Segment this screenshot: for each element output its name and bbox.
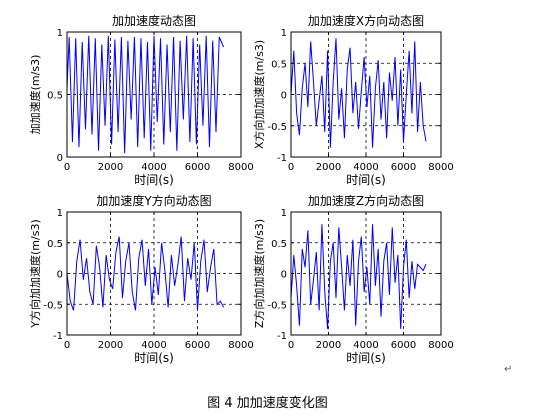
y-tick-label: 0 <box>281 270 287 281</box>
x-tick-label: 2000 <box>98 162 123 173</box>
x-tick-label: 8000 <box>228 340 253 351</box>
x-tick-label: 4000 <box>353 162 378 173</box>
figure-caption: 图 4 加加速度变化图 <box>207 396 328 411</box>
chart-panel-3: 0 2000 4000 6000 8000 -1 -0.5 0 0.5 1 加加速度Y方向动态图时间… <box>28 193 254 365</box>
x-tick-label: 6000 <box>185 162 210 173</box>
x-tick-label: 2000 <box>98 340 123 351</box>
y-tick-label: 1 <box>281 208 287 219</box>
x-tick-label: 8000 <box>428 340 453 351</box>
x-axis-label: 时间(s) <box>346 351 386 365</box>
series-line <box>66 35 225 154</box>
y-tick-label: -1 <box>277 331 287 342</box>
x-axis-label: 时间(s) <box>134 351 174 365</box>
y-axis-label: X方向加加速度(m/s3) <box>252 40 266 149</box>
series-line <box>290 224 427 329</box>
y-tick-label: -1 <box>53 331 63 342</box>
chart-title: 加加速度Z方向动态图 <box>308 193 424 208</box>
x-tick-label: 2000 <box>316 340 341 351</box>
y-tick-label: 1 <box>281 28 287 39</box>
chart-title: 加加速度Y方向动态图 <box>96 193 211 208</box>
x-tick-label: 4000 <box>141 340 166 351</box>
x-tick-label: 6000 <box>391 340 416 351</box>
y-tick-label: 0 <box>57 270 63 281</box>
chart-title: 加加速度X方向动态图 <box>308 13 424 28</box>
chart-title: 加加速度动态图 <box>112 13 196 28</box>
y-axis-label: Z方向加加速度(m/s3) <box>252 219 266 328</box>
return-mark: ↵ <box>504 364 513 375</box>
x-axis-label: 时间(s) <box>134 173 174 187</box>
x-tick-label: 8000 <box>428 162 453 173</box>
x-tick-label: 6000 <box>185 340 210 351</box>
y-axis-label: Y方向加加速度(m/s3) <box>28 219 42 328</box>
y-tick-label: -1 <box>277 153 287 164</box>
y-tick-label: 0.5 <box>271 59 287 70</box>
x-tick-label: 6000 <box>391 162 416 173</box>
y-tick-label: -0.5 <box>43 300 63 311</box>
x-tick-label: 4000 <box>353 340 378 351</box>
y-tick-label: 0.5 <box>271 239 287 250</box>
y-tick-label: 0.5 <box>47 239 63 250</box>
x-tick-label: 0 <box>64 340 70 351</box>
y-tick-label: 0.5 <box>47 91 63 102</box>
y-tick-label: 0 <box>57 153 63 164</box>
x-tick-label: 0 <box>288 162 294 173</box>
x-tick-label: 4000 <box>141 162 166 173</box>
chart-panel-4: 0 2000 4000 6000 8000 -1 -0.5 0 0.5 1 加加速度Z方向动态图时间… <box>252 193 454 365</box>
chart-panel-2: 0 2000 4000 6000 8000 -1 -0.5 0 0.5 1 加加速度X方向动态图时间… <box>252 13 454 187</box>
x-tick-label: 0 <box>288 340 294 351</box>
x-tick-label: 2000 <box>316 162 341 173</box>
y-tick-label: -0.5 <box>267 300 287 311</box>
y-tick-label: 0 <box>281 91 287 102</box>
y-tick-label: 1 <box>57 208 63 219</box>
series-line <box>66 236 225 311</box>
x-tick-label: 0 <box>64 162 70 173</box>
series-line <box>290 38 427 148</box>
y-axis-label: 加加速度(m/s3) <box>28 55 42 135</box>
y-tick-label: 1 <box>57 28 63 39</box>
x-axis-label: 时间(s) <box>346 173 386 187</box>
y-tick-label: -0.5 <box>267 122 287 133</box>
x-tick-label: 8000 <box>228 162 253 173</box>
